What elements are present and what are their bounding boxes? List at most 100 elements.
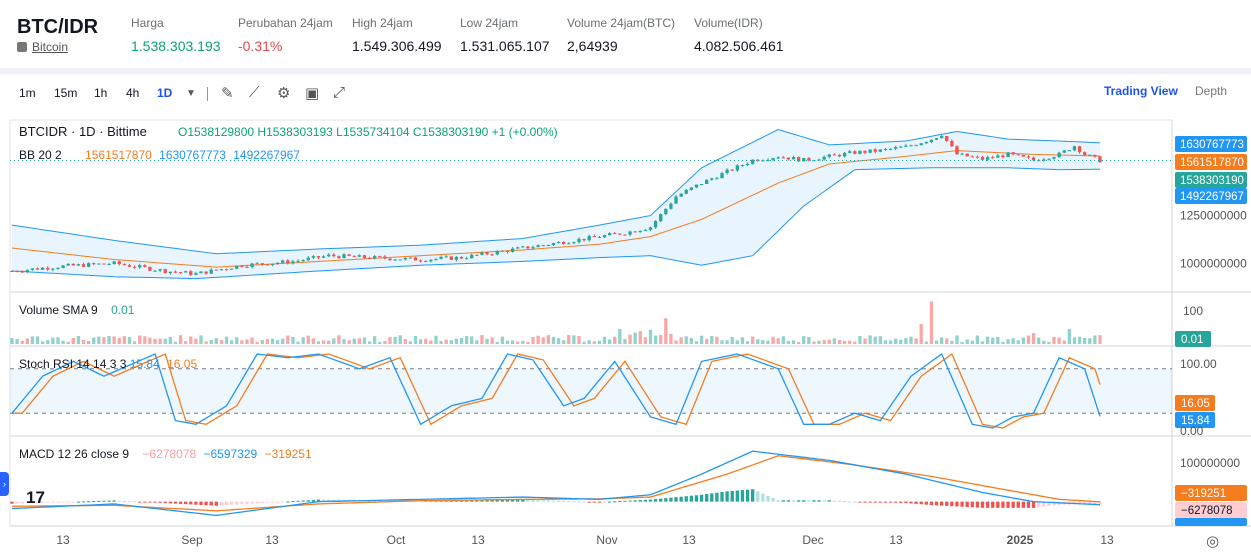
volume-bar bbox=[776, 338, 780, 344]
stat-4: Volume 24jam(BTC) 2,64939 bbox=[567, 16, 675, 54]
candle-body bbox=[796, 157, 801, 162]
timeframe-1h[interactable]: 1h bbox=[94, 86, 108, 100]
candle-body bbox=[516, 247, 520, 249]
volume-bar bbox=[510, 340, 515, 344]
macd-hist-bar bbox=[638, 500, 642, 502]
macd-hist-bar bbox=[132, 501, 137, 503]
volume-bar bbox=[567, 335, 571, 344]
macd-hist-bar bbox=[76, 501, 81, 503]
candle-body bbox=[996, 155, 1000, 158]
candle-body bbox=[853, 151, 857, 154]
coin-link[interactable]: Bitcoin bbox=[32, 40, 69, 54]
candle-body bbox=[158, 269, 162, 271]
chart-canvas[interactable]: 1250000000 1000000000 1630767773 1561517870… bbox=[0, 74, 1251, 559]
volume-bar bbox=[480, 335, 484, 344]
volume-bar bbox=[1006, 339, 1010, 344]
macd-hist-bar bbox=[684, 496, 688, 502]
price-tag bbox=[1175, 154, 1247, 170]
macd-hist-bar bbox=[888, 501, 893, 503]
volume-bar bbox=[485, 338, 489, 344]
volume-bar bbox=[659, 334, 663, 344]
candle-body bbox=[521, 246, 525, 248]
tab-depth[interactable]: Depth bbox=[1195, 84, 1228, 98]
candle-body bbox=[1088, 154, 1092, 156]
volume-bar bbox=[408, 341, 413, 344]
macd-hist-bar bbox=[868, 501, 872, 503]
volume-bar bbox=[842, 340, 847, 344]
volume-bar bbox=[30, 336, 35, 344]
volume-bar bbox=[122, 336, 127, 344]
macd-hist-bar bbox=[194, 501, 198, 505]
fullscreen-icon[interactable]: ⤢ bbox=[333, 84, 346, 101]
stat-label: Harga bbox=[131, 16, 164, 30]
timeframe-1m[interactable]: 1m bbox=[19, 86, 36, 100]
volume-bar bbox=[674, 340, 678, 344]
timeframe-4h[interactable]: 4h bbox=[126, 86, 140, 100]
candle-body bbox=[281, 260, 285, 263]
macd-hist-bar bbox=[970, 501, 974, 508]
macd-hist-bar bbox=[143, 501, 147, 503]
tab-trading-view[interactable]: Trading View bbox=[1104, 84, 1178, 98]
macd-hist-bar bbox=[766, 495, 770, 502]
volume-bar bbox=[980, 341, 985, 344]
time-tick-label: Nov bbox=[596, 533, 617, 547]
candle-body bbox=[602, 235, 607, 238]
timeframe-15m[interactable]: 15m bbox=[54, 86, 78, 100]
candle-body bbox=[81, 264, 86, 267]
timeframe-1D[interactable]: 1D bbox=[157, 86, 173, 100]
stoch-legend: Stoch RSI 14 14 3 3 15.84 16.05 bbox=[19, 357, 197, 371]
candle-body bbox=[35, 268, 40, 270]
chevron-down-icon[interactable]: ▼ bbox=[186, 88, 196, 99]
candle-body bbox=[950, 140, 954, 147]
volume-bar bbox=[444, 339, 448, 344]
volume-bar bbox=[321, 340, 326, 344]
stat-value: 1.549.306.499 bbox=[352, 38, 442, 54]
volume-bar bbox=[950, 340, 954, 344]
volume-bar bbox=[424, 338, 428, 344]
macd-tag-label: −319251 bbox=[1181, 488, 1226, 500]
candle-body bbox=[694, 184, 699, 188]
macd-hist-bar bbox=[1011, 501, 1015, 508]
volume-bar bbox=[996, 336, 1000, 344]
volume-bar bbox=[132, 341, 137, 344]
macd-hist-bar bbox=[582, 501, 586, 503]
volume-bar bbox=[745, 341, 750, 344]
stoch-axis-label: 100.00 bbox=[1180, 357, 1217, 371]
macd-hist-bar bbox=[960, 501, 964, 507]
volume-value: 0.01 bbox=[111, 303, 135, 317]
volume-bar bbox=[378, 341, 382, 344]
volume-bar bbox=[25, 338, 29, 344]
volume-bar bbox=[112, 336, 116, 344]
candle-body bbox=[444, 256, 448, 258]
volume-bar bbox=[505, 340, 510, 344]
candle-body bbox=[832, 154, 837, 156]
macd-hist-bar bbox=[260, 501, 264, 503]
save-icon[interactable]: ▣ bbox=[305, 85, 320, 102]
candle-body bbox=[868, 149, 872, 153]
volume-bar bbox=[715, 336, 719, 344]
macd-hist-bar bbox=[551, 500, 556, 502]
gear-icon[interactable]: ⚙ bbox=[277, 85, 291, 102]
macd-hist-bar bbox=[577, 501, 581, 503]
candle-body bbox=[250, 263, 254, 267]
candle-body bbox=[408, 257, 413, 259]
line-chart-icon[interactable]: ⟋ bbox=[249, 84, 260, 101]
candle-body bbox=[112, 261, 116, 264]
volume-bar bbox=[76, 335, 81, 344]
volume-bar bbox=[367, 341, 372, 344]
chart-container[interactable]: 1m 15m 1h 4h 1D ▼ ✎ ⟋ ⚙ ▣ ⤢ Trading View Dep… bbox=[0, 74, 1251, 559]
bb-label: BB 20 2 bbox=[19, 148, 62, 162]
settings-icon[interactable]: ◎ bbox=[1206, 532, 1219, 550]
stat-label: Low 24jam bbox=[460, 16, 519, 30]
macd-legend: MACD 12 26 close 9 −6278078 −6597329 −31… bbox=[19, 447, 312, 461]
volume-bar bbox=[61, 340, 65, 344]
macd-hist-bar bbox=[822, 500, 826, 502]
volume-bar bbox=[286, 335, 290, 344]
volume-bar bbox=[500, 336, 505, 344]
macd-hist-bar bbox=[653, 499, 658, 502]
candle-body bbox=[720, 173, 724, 179]
pencil-icon[interactable]: ✎ bbox=[221, 85, 234, 102]
candle-body bbox=[265, 264, 270, 266]
side-panel-handle[interactable]: › bbox=[0, 472, 9, 496]
volume-bar bbox=[572, 335, 576, 344]
